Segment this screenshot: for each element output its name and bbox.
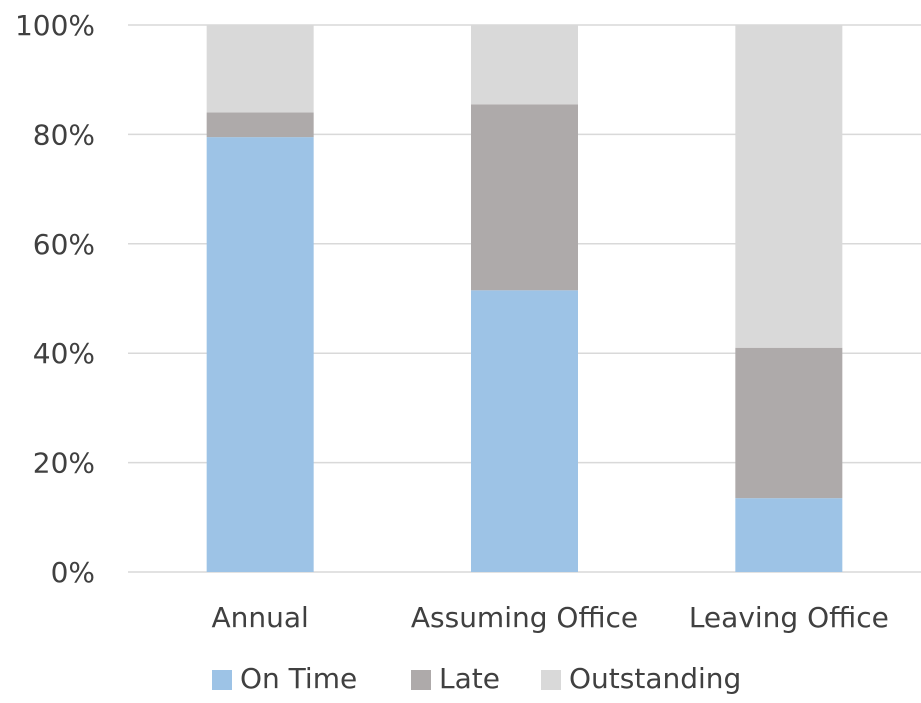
y-tick-label: 80% <box>33 118 95 151</box>
bar-on-time <box>735 498 843 572</box>
y-tick-label: 0% <box>51 556 95 589</box>
y-tick-label: 20% <box>33 447 95 480</box>
legend-label-outstanding: Outstanding <box>569 662 741 695</box>
bar-on-time <box>471 290 578 572</box>
x-axis-ticks: Annual Assuming Office Leaving Office <box>211 601 888 634</box>
bar-outstanding <box>206 25 314 113</box>
x-tick-label: Leaving Office <box>689 601 889 634</box>
legend: On Time Late Outstanding <box>212 662 741 695</box>
bar-late <box>471 104 578 291</box>
legend-swatch-on-time <box>212 670 232 690</box>
bar-late <box>735 347 843 499</box>
legend-swatch-late <box>411 670 431 690</box>
y-axis-ticks: 0% 20% 40% 60% 80% 100% <box>15 9 95 589</box>
legend-swatch-outstanding <box>541 670 561 690</box>
bar-outstanding <box>735 25 843 348</box>
bar-outstanding <box>471 25 578 105</box>
legend-label-late: Late <box>439 662 500 695</box>
legend-label-on-time: On Time <box>240 662 357 695</box>
x-tick-label: Annual <box>211 601 308 634</box>
y-tick-label: 100% <box>15 9 95 42</box>
bar-late <box>206 112 314 138</box>
x-tick-label: Assuming Office <box>411 601 638 634</box>
y-tick-label: 60% <box>33 228 95 261</box>
bars <box>206 25 843 572</box>
y-tick-label: 40% <box>33 337 95 370</box>
bar-on-time <box>206 137 314 572</box>
